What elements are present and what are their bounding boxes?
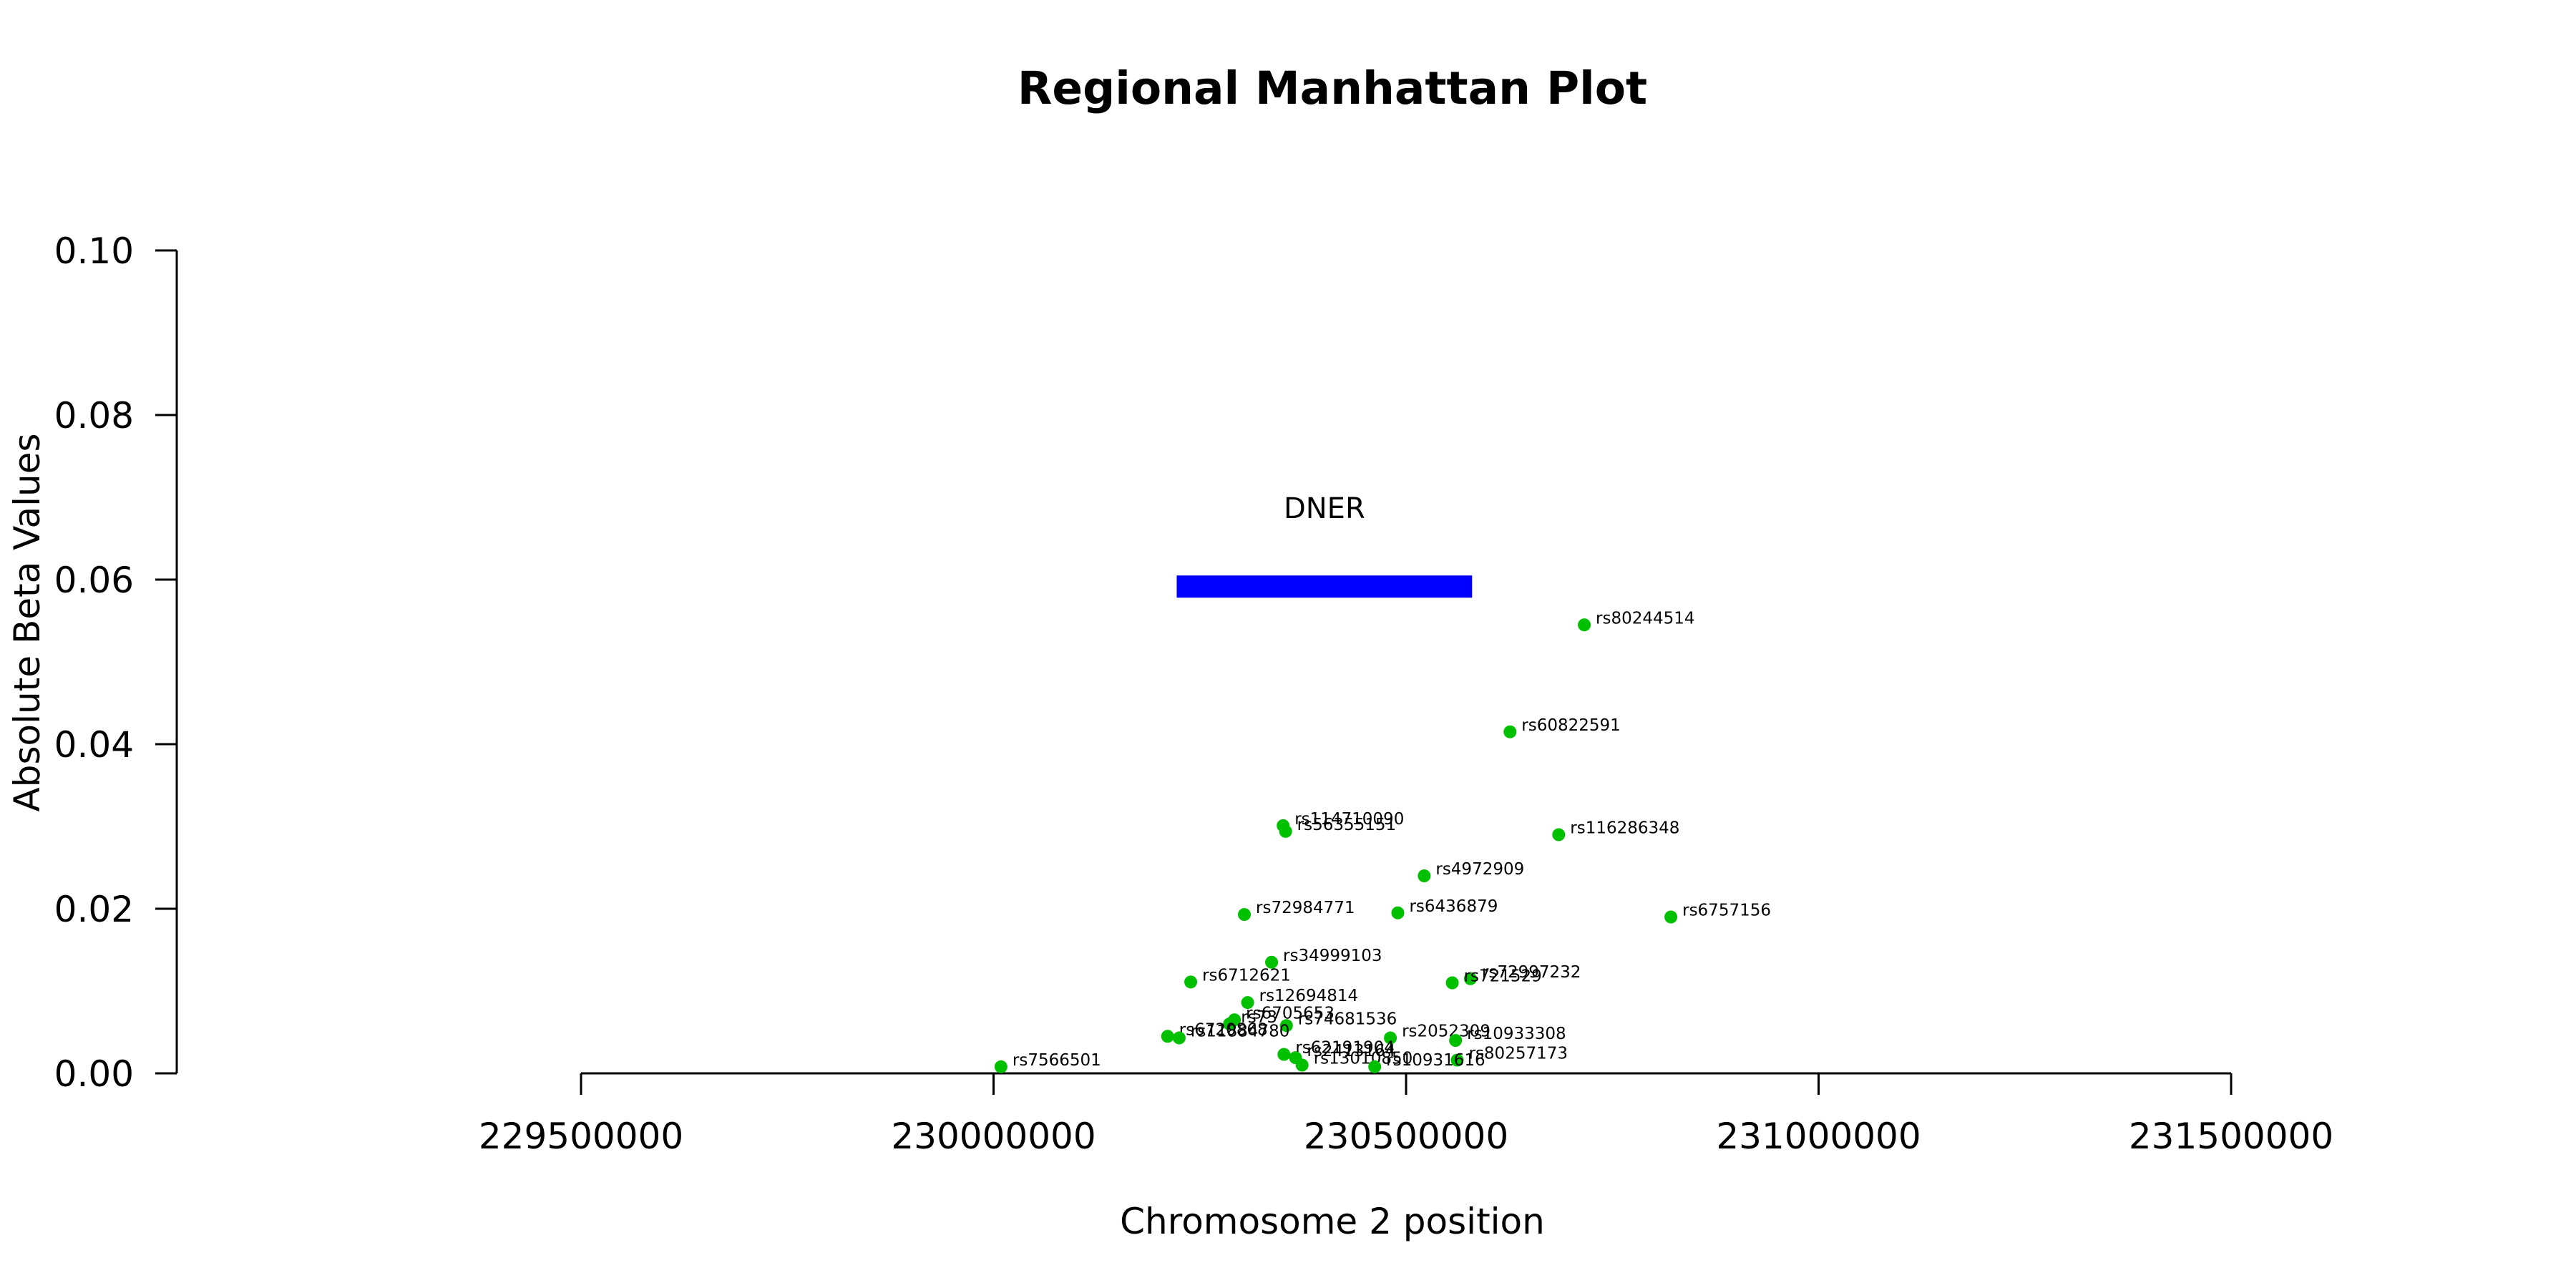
y-tick-label: 0.08 — [54, 395, 134, 436]
x-tick-label: 230000000 — [891, 1116, 1096, 1157]
y-tick-label: 0.10 — [54, 230, 134, 272]
gene-label: DNER — [1284, 492, 1365, 525]
snp-point — [1449, 1034, 1463, 1047]
snp-label: rs114710090 — [1294, 810, 1404, 829]
x-tick-label: 231000000 — [1716, 1116, 1921, 1157]
x-axis: 229500000 230000000 230500000 231000000 2315… — [479, 1072, 2333, 1157]
chart-title: Regional Manhattan Plot — [1018, 62, 1647, 114]
snp-label: rs6757156 — [1682, 902, 1771, 920]
snp-label: rs11884780 — [1191, 1023, 1290, 1041]
snp-label: rs2413164 — [1307, 1042, 1395, 1060]
snp-label: rs74681536 — [1298, 1010, 1397, 1028]
snp-label: rs12694814 — [1259, 987, 1359, 1005]
snp-point — [1161, 1030, 1174, 1043]
snp-point — [1241, 996, 1254, 1010]
x-tick-label: 230500000 — [1304, 1116, 1508, 1157]
snp-point — [1391, 906, 1405, 919]
snp-label: rs6712621 — [1202, 966, 1291, 985]
snp-label: rs10931616 — [1386, 1051, 1485, 1070]
snp-label: rs62191904 — [1295, 1039, 1395, 1058]
snp-label: rs721529 — [1464, 967, 1542, 986]
snp-label: rs60822591 — [1521, 716, 1621, 735]
snp-point — [1384, 1031, 1397, 1045]
snp-label: rs6436879 — [1409, 897, 1498, 916]
y-tick-label: 0.00 — [54, 1053, 134, 1095]
snp-point — [1450, 1053, 1464, 1067]
gene-track: DNER — [1176, 492, 1473, 598]
snp-point — [1503, 725, 1517, 738]
y-axis-label: Absolute Beta Values — [6, 434, 48, 812]
snp-point — [1578, 618, 1591, 632]
snp-point — [994, 1060, 1008, 1073]
snp-point — [1295, 1058, 1309, 1072]
snp-point — [1279, 824, 1292, 838]
snp-points: rs80244514 rs60822591 rs114710090rs5635515… — [994, 609, 1771, 1073]
x-tick-label: 229500000 — [479, 1116, 683, 1157]
snp-point — [1277, 1048, 1291, 1061]
snp-point — [1664, 910, 1678, 924]
x-axis-label: Chromosome 2 position — [1120, 1201, 1545, 1242]
snp-label: rs72997232 — [1482, 963, 1581, 982]
x-tick-label: 231500000 — [2129, 1116, 2333, 1157]
snp-label: rs56355151 — [1297, 816, 1397, 834]
y-tick-label: 0.02 — [54, 889, 134, 930]
snp-label: rs13010850 — [1314, 1050, 1413, 1068]
snp-label: rs7566501 — [1013, 1051, 1101, 1070]
snp-point — [1184, 975, 1198, 989]
y-tick-label: 0.06 — [54, 560, 134, 601]
snp-point — [1223, 1018, 1236, 1030]
snp-point — [1238, 908, 1252, 922]
snp-label: rs6720868 — [1179, 1020, 1268, 1039]
snp-label: rs2052309 — [1402, 1023, 1491, 1041]
snp-label: rs10933308 — [1467, 1025, 1566, 1043]
snp-point — [1368, 1060, 1382, 1073]
snp-point — [1265, 955, 1279, 969]
snp-point — [1552, 828, 1566, 841]
snp-point — [1418, 869, 1431, 882]
snp-label: rs73 — [1241, 1008, 1277, 1027]
snp-label: rs34999103 — [1283, 947, 1382, 965]
snp-label: rs80257173 — [1468, 1045, 1568, 1063]
snp-point — [1445, 976, 1459, 990]
snp-point — [1172, 1031, 1186, 1045]
gene-bar — [1176, 575, 1473, 598]
snp-label: rs4972909 — [1435, 860, 1524, 879]
snp-label: rs6705653 — [1246, 1004, 1335, 1023]
snp-label: rs80244514 — [1596, 609, 1695, 628]
y-tick-label: 0.04 — [54, 724, 134, 766]
snp-label: rs72984771 — [1256, 899, 1355, 917]
snp-point — [1279, 1019, 1293, 1033]
snp-point — [1463, 972, 1477, 985]
y-axis: 0.00 0.02 0.04 0.06 0.08 0.10 — [54, 230, 178, 1095]
snp-label: rs116286348 — [1570, 819, 1679, 838]
